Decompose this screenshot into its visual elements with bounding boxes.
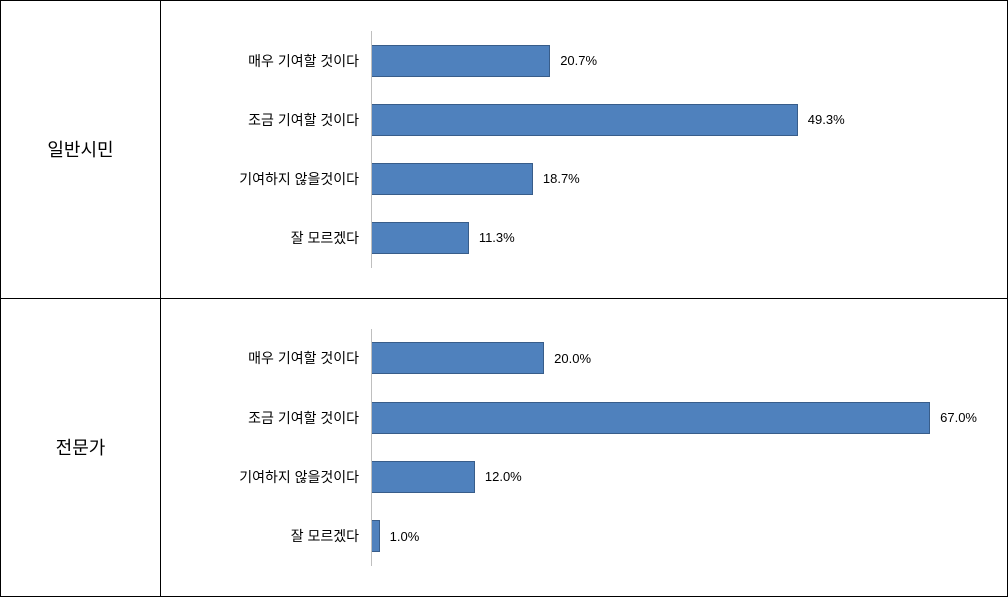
panel-experts: 전문가 매우 기여할 것이다 조금 기여할 것이다 기여하지 않을것이다 잘 모… [1, 299, 1007, 597]
chart-container: 일반시민 매우 기여할 것이다 조금 기여할 것이다 기여하지 않을것이다 잘 … [0, 0, 1008, 597]
bar-value: 11.3% [479, 230, 515, 245]
row-label: 잘 모르겠다 [161, 222, 371, 254]
labels-column: 매우 기여할 것이다 조금 기여할 것이다 기여하지 않을것이다 잘 모르겠다 [161, 329, 371, 567]
panel-body: 매우 기여할 것이다 조금 기여할 것이다 기여하지 않을것이다 잘 모르겠다 … [161, 299, 1007, 597]
row-label: 기여하지 않을것이다 [161, 461, 371, 493]
bar-row: 1.0% [371, 520, 977, 552]
bars-column: 20.0% 67.0% 12.0% 1.0% [371, 329, 977, 567]
bar-value: 20.0% [554, 351, 591, 366]
bar-row: 20.7% [371, 45, 977, 77]
row-label: 조금 기여할 것이다 [161, 402, 371, 434]
y-axis-line [371, 329, 372, 567]
bar-value: 20.7% [560, 53, 597, 68]
y-axis-line [371, 31, 372, 268]
bar-value: 12.0% [485, 469, 522, 484]
bar [371, 45, 550, 77]
row-label: 잘 모르겠다 [161, 520, 371, 552]
bar-value: 67.0% [940, 410, 977, 425]
bar-value: 18.7% [543, 171, 580, 186]
bar-row: 18.7% [371, 163, 977, 195]
bar [371, 163, 533, 195]
panel-general-public: 일반시민 매우 기여할 것이다 조금 기여할 것이다 기여하지 않을것이다 잘 … [1, 1, 1007, 299]
bar-row: 20.0% [371, 342, 977, 374]
labels-column: 매우 기여할 것이다 조금 기여할 것이다 기여하지 않을것이다 잘 모르겠다 [161, 31, 371, 268]
panel-title-cell: 전문가 [1, 299, 161, 597]
row-label: 기여하지 않을것이다 [161, 163, 371, 195]
bar-row: 49.3% [371, 104, 977, 136]
bar [371, 520, 380, 552]
bar [371, 461, 475, 493]
panel-title: 전문가 [56, 434, 106, 460]
bar-value: 49.3% [808, 112, 845, 127]
bar [371, 342, 544, 374]
bar [371, 222, 469, 254]
bar-value: 1.0% [390, 529, 420, 544]
bars-column: 20.7% 49.3% 18.7% 11.3% [371, 31, 977, 268]
bar [371, 104, 798, 136]
bar [371, 402, 930, 434]
panel-title-cell: 일반시민 [1, 1, 161, 298]
row-label: 매우 기여할 것이다 [161, 45, 371, 77]
bar-row: 12.0% [371, 461, 977, 493]
panel-body: 매우 기여할 것이다 조금 기여할 것이다 기여하지 않을것이다 잘 모르겠다 … [161, 1, 1007, 298]
panel-title: 일반시민 [47, 136, 113, 162]
row-label: 조금 기여할 것이다 [161, 104, 371, 136]
bar-row: 67.0% [371, 402, 977, 434]
bar-row: 11.3% [371, 222, 977, 254]
row-label: 매우 기여할 것이다 [161, 342, 371, 374]
